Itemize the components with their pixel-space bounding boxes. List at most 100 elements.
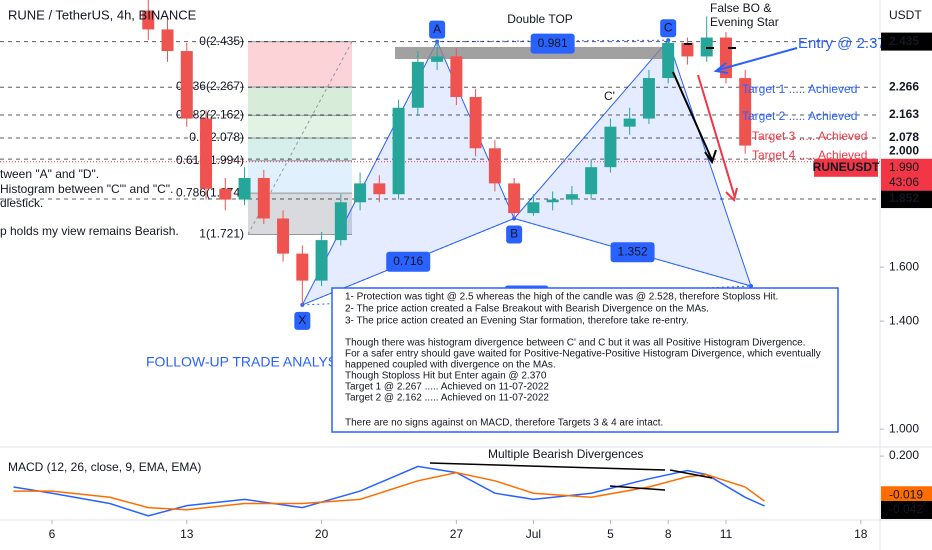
price-label: 2.078 <box>889 130 919 144</box>
macd-value-box <box>881 486 932 505</box>
macd-value-label: -0.019 <box>889 487 923 501</box>
candle-body <box>431 56 444 62</box>
fib-label: 0.236(2.267) <box>176 79 244 93</box>
pattern-label-box <box>506 225 523 244</box>
candle-body <box>662 42 675 79</box>
note-line: For a safer entry should gave waited for… <box>345 349 821 360</box>
note-line: Target 2 @ 2.162 ..... Achieved on 11-07… <box>345 393 549 404</box>
candle-body <box>527 202 540 214</box>
annotation: Entry @ 2.37 <box>798 35 886 52</box>
candle-body <box>219 188 232 200</box>
arrow-head <box>713 62 729 74</box>
candle-body <box>315 240 328 281</box>
candle-body <box>508 183 521 214</box>
x-tick-label: 8 <box>665 527 672 541</box>
note-line: 3- The price action created an Evening S… <box>345 316 689 327</box>
price-label: 2.266 <box>889 79 919 93</box>
note-line: happened coupled with divergence on the … <box>345 360 556 371</box>
candle-body <box>392 107 405 195</box>
x-tick-label: 20 <box>315 527 329 541</box>
symbol-box <box>814 158 878 177</box>
candle-body <box>354 183 367 203</box>
x-tick-label: 27 <box>450 527 464 541</box>
arrow-head <box>725 187 738 202</box>
arrow <box>669 469 713 479</box>
candle-body <box>238 177 251 200</box>
fib-label: 1(1.721) <box>199 227 244 241</box>
fib-zone <box>248 86 352 116</box>
pattern-label: C <box>664 20 673 34</box>
candle-body <box>565 194 578 200</box>
annotation: Target 4 ..... Achieved <box>752 148 867 162</box>
x-tick-label: 5 <box>607 527 614 541</box>
macd-tick-label: 0.200 <box>889 448 919 462</box>
pattern-label-box <box>660 19 677 38</box>
annotation: Double TOP <box>507 12 573 26</box>
note-line: Target 1 @ 2.267 ..... Achieved on 11-07… <box>345 382 549 393</box>
candle-body <box>296 253 309 281</box>
pattern-label: B <box>510 227 518 241</box>
candle-body <box>450 56 463 97</box>
candle-body <box>334 202 347 241</box>
candle-body <box>623 118 636 127</box>
candle-body <box>180 51 193 119</box>
candle-body <box>700 37 713 57</box>
candle-body <box>257 177 270 219</box>
dash-marks <box>684 43 736 49</box>
candle-body <box>142 10 155 30</box>
x-tick-label: Jul <box>526 527 541 541</box>
ratio-box <box>530 33 575 54</box>
price-box <box>881 190 932 209</box>
arrow <box>429 462 666 471</box>
y-tick-label: 1.400 <box>889 313 919 327</box>
macd-value-label: -0.042 <box>889 502 923 516</box>
arrow <box>672 71 713 161</box>
fib-label: 0.382(2.162) <box>176 108 244 122</box>
price-label: 2.435 <box>889 34 919 48</box>
fib-zone <box>248 115 352 139</box>
annotation: tween "A" and "D". <box>0 167 99 181</box>
pattern-ratio-line <box>302 218 515 306</box>
candle-body <box>546 199 559 203</box>
price-box <box>881 106 932 125</box>
pattern-point <box>748 284 753 289</box>
fib-zone <box>248 138 352 161</box>
y-axis-label: USDT <box>889 8 922 22</box>
macd-line <box>13 471 765 511</box>
candle-body <box>604 126 617 168</box>
annotation: False BO & <box>710 1 771 15</box>
annotation: Evening Star <box>710 15 779 29</box>
last-price-label: 1.990 <box>889 160 919 174</box>
x-tick-label: 18 <box>854 527 868 541</box>
candle-body <box>200 118 213 189</box>
candle-body <box>585 167 598 195</box>
annotation: Target 1 ..... Achieved <box>742 82 857 96</box>
ratio-box <box>386 251 431 272</box>
ratio-label: 0.981 <box>538 36 568 50</box>
underlay: 0(2.435) 0.236(2.267) 0.382(2.162) 0.5(2.07… <box>0 34 880 306</box>
note-box <box>331 287 839 433</box>
y-tick-label: 1.000 <box>889 421 919 435</box>
fib-label: 0.5(2.078) <box>189 130 244 144</box>
candle-body <box>277 218 290 254</box>
chart-title: RUNE / TetherUS, 4h, BINANCE <box>8 7 197 22</box>
pattern-label-box <box>294 311 311 330</box>
symbol-label: RUNEUSDT <box>813 160 880 174</box>
notes: 1- Protection was tight @ 2.5 whereas th… <box>345 292 821 429</box>
annotation: Multiple Bearish Divergences <box>488 447 643 461</box>
pattern-ratio-line <box>513 218 752 287</box>
arrow <box>697 74 736 199</box>
candle-body <box>373 183 386 195</box>
price-label: 1.852 <box>889 191 919 205</box>
y-tick-label: 1.600 <box>889 259 919 273</box>
fib-zone <box>248 41 352 87</box>
ratio-label: 1.352 <box>618 244 648 258</box>
candle-body <box>411 61 424 108</box>
macd-title: MACD (12, 26, close, 9, EMA, EMA) <box>8 460 201 474</box>
note-line: There are no signs against on MACD, ther… <box>345 418 663 429</box>
note-line: Though Stoploss Hit but Enter again @ 2.… <box>345 371 547 382</box>
note-line: 2- The price action created a False Brea… <box>345 304 709 315</box>
candle-body <box>681 42 694 57</box>
